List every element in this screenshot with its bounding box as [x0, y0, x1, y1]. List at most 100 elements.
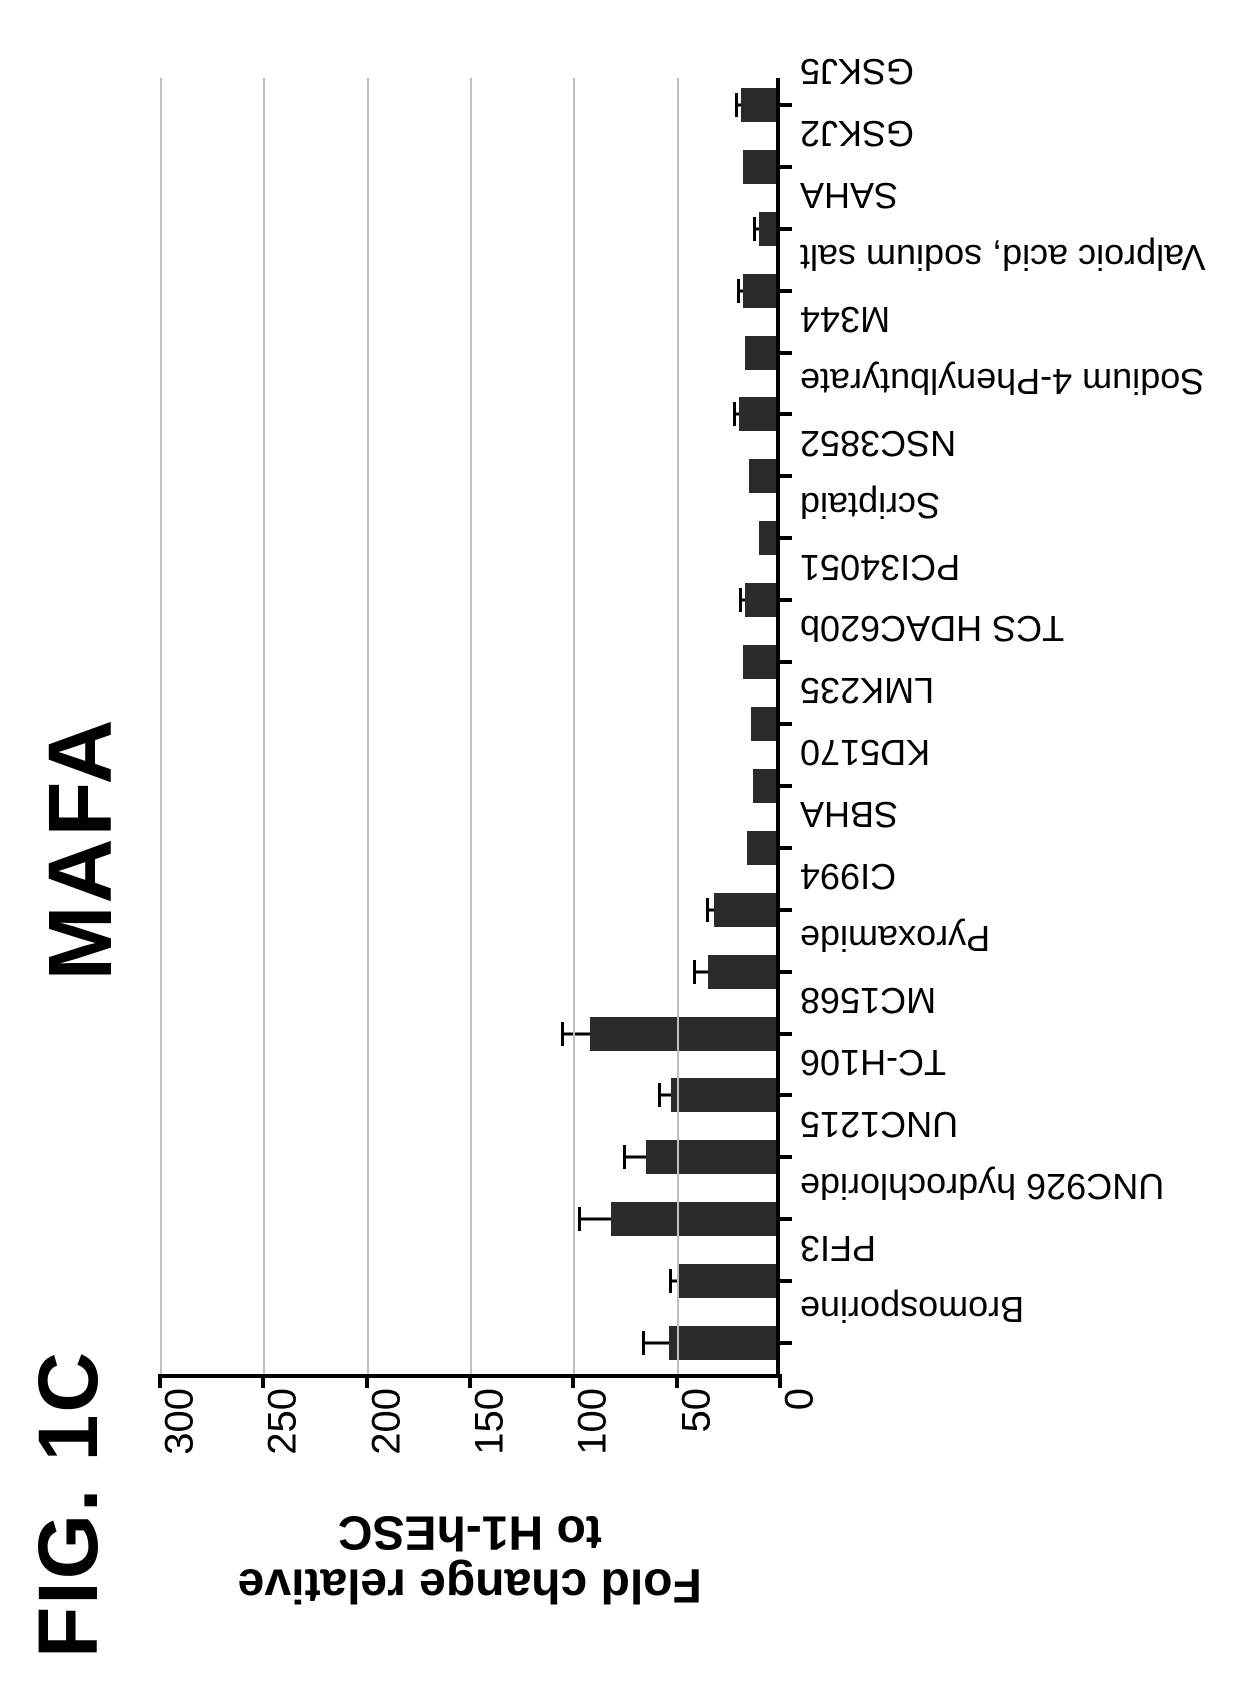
- x-tick-label: Valproic acid, sodium salt: [800, 236, 1206, 278]
- gridline: [367, 78, 369, 1374]
- x-tick-label: TCS HDAC620b: [800, 608, 1064, 650]
- gridline: [160, 78, 162, 1374]
- data-bar: [714, 893, 776, 927]
- x-tick-mark: [780, 536, 792, 540]
- error-cap: [642, 1331, 645, 1355]
- x-tick-label: M344: [800, 298, 890, 340]
- gridline: [677, 78, 679, 1374]
- x-tick-label: Sodium 4-Phenylbutyrate: [800, 360, 1204, 402]
- x-tick-label: PFI3: [800, 1227, 876, 1269]
- plot-area: BromosporinePFI3UNC926 hydrochlorideUNC1…: [160, 78, 780, 1378]
- y-tick-label: 300: [158, 1388, 203, 1478]
- x-tick-mark: [780, 165, 792, 169]
- x-tick-mark: [780, 351, 792, 355]
- y-tick-label: 250: [261, 1388, 306, 1478]
- x-tick-label: GSKJ5: [800, 50, 914, 92]
- x-tick-mark: [780, 1217, 792, 1221]
- x-tick-label: CI994: [800, 855, 896, 897]
- x-tick-mark: [780, 598, 792, 602]
- error-bar: [563, 1032, 590, 1035]
- y-tick-label: 200: [364, 1388, 409, 1478]
- data-bar: [590, 1017, 776, 1051]
- data-bar: [745, 583, 776, 617]
- x-tick-mark: [780, 412, 792, 416]
- data-bar: [669, 1326, 776, 1360]
- x-tick-mark: [780, 1093, 792, 1097]
- data-bar: [759, 521, 776, 555]
- error-bar: [695, 970, 707, 973]
- x-tick-mark: [780, 289, 792, 293]
- x-tick-label: GSKJ2: [800, 112, 914, 154]
- chart-title: MAFA: [30, 0, 133, 1698]
- x-tick-label: UNC1215: [800, 1103, 958, 1145]
- data-bar: [759, 212, 776, 246]
- x-tick-label: Bromosporine: [800, 1288, 1024, 1330]
- x-tick-label: Scriptaid: [800, 484, 940, 526]
- x-tick-mark: [780, 908, 792, 912]
- data-bar: [739, 397, 776, 431]
- error-cap: [623, 1145, 626, 1169]
- x-tick-mark: [780, 474, 792, 478]
- y-tick-mark: [158, 1374, 162, 1388]
- y-axis-title-line2: to H1-hESC: [338, 1506, 602, 1559]
- y-tick-mark: [261, 1374, 265, 1388]
- y-axis-title: Fold change relative to H1-hESC: [160, 1498, 780, 1618]
- x-tick-label: LMK235: [800, 669, 934, 711]
- y-axis-title-line1: Fold change relative: [238, 1559, 702, 1612]
- error-bar: [580, 1218, 611, 1221]
- x-tick-mark: [780, 784, 792, 788]
- error-cap: [578, 1207, 581, 1231]
- data-bar: [753, 769, 776, 803]
- data-bar: [751, 707, 776, 741]
- error-cap: [658, 1083, 661, 1107]
- x-tick-mark: [780, 722, 792, 726]
- x-tick-mark: [780, 1032, 792, 1036]
- x-tick-label: KD5170: [800, 731, 930, 773]
- y-tick-label: 150: [468, 1388, 513, 1478]
- gridline: [573, 78, 575, 1374]
- data-bar: [741, 88, 776, 122]
- gridline: [470, 78, 472, 1374]
- error-bar: [625, 1156, 646, 1159]
- x-tick-label: TC-H106: [800, 1041, 946, 1083]
- data-bar: [671, 1078, 776, 1112]
- x-tick-mark: [780, 1155, 792, 1159]
- x-tick-mark: [780, 660, 792, 664]
- error-bar: [644, 1342, 669, 1345]
- data-bar: [745, 336, 776, 370]
- x-tick-mark: [780, 970, 792, 974]
- error-cap: [561, 1022, 564, 1046]
- x-tick-mark: [780, 846, 792, 850]
- data-bar: [708, 955, 776, 989]
- data-bar: [677, 1264, 776, 1298]
- gridline: [263, 78, 265, 1374]
- x-tick-mark: [780, 103, 792, 107]
- data-bar: [743, 645, 776, 679]
- error-cap: [693, 960, 696, 984]
- y-tick-mark: [571, 1374, 575, 1388]
- bars-layer: [160, 78, 776, 1374]
- error-cap: [735, 93, 738, 117]
- mafa-bar-chart: Fold change relative to H1-hESC Bromospo…: [160, 78, 780, 1478]
- error-cap: [669, 1269, 672, 1293]
- data-bar: [743, 274, 776, 308]
- x-tick-label: PCI34051: [800, 546, 960, 588]
- y-tick-mark: [365, 1374, 369, 1388]
- y-tick-mark: [778, 1374, 782, 1388]
- x-tick-mark: [780, 1341, 792, 1345]
- y-tick-label: 0: [778, 1388, 823, 1478]
- x-tick-label: MC1568: [800, 979, 936, 1021]
- data-bar: [743, 150, 776, 184]
- x-tick-label: SBHA: [800, 793, 898, 835]
- error-cap: [739, 588, 742, 612]
- x-tick-label: SAHA: [800, 174, 898, 216]
- y-tick-mark: [468, 1374, 472, 1388]
- data-bar: [611, 1202, 776, 1236]
- y-tick-label: 100: [571, 1388, 616, 1478]
- x-tick-label: NSC3852: [800, 422, 956, 464]
- data-bar: [749, 459, 776, 493]
- data-bar: [747, 831, 776, 865]
- error-bar: [660, 1094, 670, 1097]
- error-cap: [733, 402, 736, 426]
- y-tick-mark: [675, 1374, 679, 1388]
